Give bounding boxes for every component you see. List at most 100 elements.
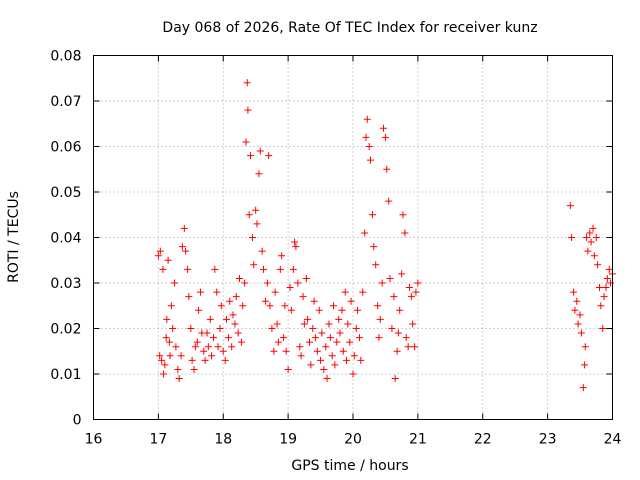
data-point — [273, 320, 281, 328]
y-tick-label: 0.08 — [50, 49, 81, 65]
data-point — [362, 133, 370, 141]
data-point — [587, 238, 595, 246]
x-tick-label: 18 — [214, 432, 232, 448]
y-tick-label: 0.01 — [50, 367, 81, 383]
data-point — [590, 252, 598, 260]
data-point — [190, 365, 198, 373]
data-point — [282, 347, 290, 355]
data-point — [163, 315, 171, 323]
data-point — [171, 279, 179, 287]
data-point — [156, 247, 164, 255]
data-point — [217, 302, 225, 310]
data-point — [393, 347, 401, 355]
data-point — [396, 306, 404, 314]
data-point — [335, 315, 343, 323]
data-point — [237, 338, 245, 346]
data-point — [570, 288, 578, 296]
data-point — [333, 338, 341, 346]
x-tick-label: 17 — [149, 432, 167, 448]
data-point — [579, 384, 587, 392]
data-point — [399, 211, 407, 219]
data-point — [177, 352, 185, 360]
data-point — [607, 279, 615, 287]
data-point — [226, 297, 234, 305]
data-point — [244, 106, 252, 114]
data-point — [174, 365, 182, 373]
data-point — [411, 343, 419, 351]
data-point — [359, 288, 367, 296]
data-point — [265, 152, 273, 160]
data-point — [367, 156, 375, 164]
data-point — [281, 302, 289, 310]
data-point — [338, 306, 346, 314]
data-point — [193, 338, 201, 346]
y-axis-label: ROTI / TECUs — [6, 191, 22, 283]
data-point — [182, 247, 190, 255]
data-point — [239, 302, 247, 310]
data-point — [354, 306, 362, 314]
data-point — [278, 252, 286, 260]
data-point — [299, 293, 307, 301]
data-point — [390, 293, 398, 301]
data-point — [258, 247, 266, 255]
data-point — [409, 320, 417, 328]
data-point — [402, 334, 410, 342]
data-point — [597, 302, 605, 310]
data-point — [243, 79, 251, 87]
data-point — [341, 288, 349, 296]
data-point — [594, 261, 602, 269]
data-point — [291, 238, 299, 246]
data-point — [589, 224, 597, 232]
data-point — [363, 115, 371, 123]
data-point — [284, 365, 292, 373]
data-point — [315, 306, 323, 314]
data-point — [195, 306, 203, 314]
data-point — [385, 197, 393, 205]
x-tick-label: 21 — [409, 432, 427, 448]
data-point — [256, 147, 264, 155]
data-point — [328, 352, 336, 360]
data-point — [326, 334, 334, 342]
data-point — [178, 243, 186, 251]
x-tick-label: 23 — [539, 432, 557, 448]
x-tick-label: 19 — [279, 432, 297, 448]
data-point — [228, 343, 236, 351]
data-point — [574, 320, 582, 328]
data-point — [331, 361, 339, 369]
data-point — [581, 343, 589, 351]
data-point — [204, 343, 212, 351]
data-point — [172, 343, 180, 351]
x-axis-label: GPS time / hours — [291, 458, 408, 474]
data-point — [347, 297, 355, 305]
data-point — [296, 343, 304, 351]
data-point — [216, 325, 224, 332]
data-point — [405, 284, 413, 292]
data-point — [165, 338, 173, 346]
y-tick-label: 0.04 — [50, 231, 81, 247]
data-point — [208, 352, 216, 360]
data-point — [252, 206, 260, 214]
data-point — [568, 234, 576, 241]
data-point — [309, 325, 317, 332]
data-point — [344, 320, 352, 328]
data-point — [201, 356, 209, 364]
data-point — [221, 356, 229, 364]
data-point — [307, 361, 315, 369]
data-point — [169, 325, 177, 332]
data-point — [222, 315, 230, 323]
data-point — [188, 356, 196, 364]
data-point — [374, 302, 382, 310]
data-point — [596, 284, 604, 292]
data-point — [214, 343, 222, 351]
data-point — [286, 284, 294, 292]
data-point — [602, 284, 610, 292]
data-point — [583, 234, 591, 241]
data-point — [383, 165, 391, 173]
data-point — [313, 347, 321, 355]
data-point — [235, 274, 243, 282]
data-point — [166, 352, 174, 360]
data-point — [343, 356, 351, 364]
data-point — [599, 325, 607, 332]
data-point — [372, 261, 380, 269]
data-point — [160, 370, 168, 378]
